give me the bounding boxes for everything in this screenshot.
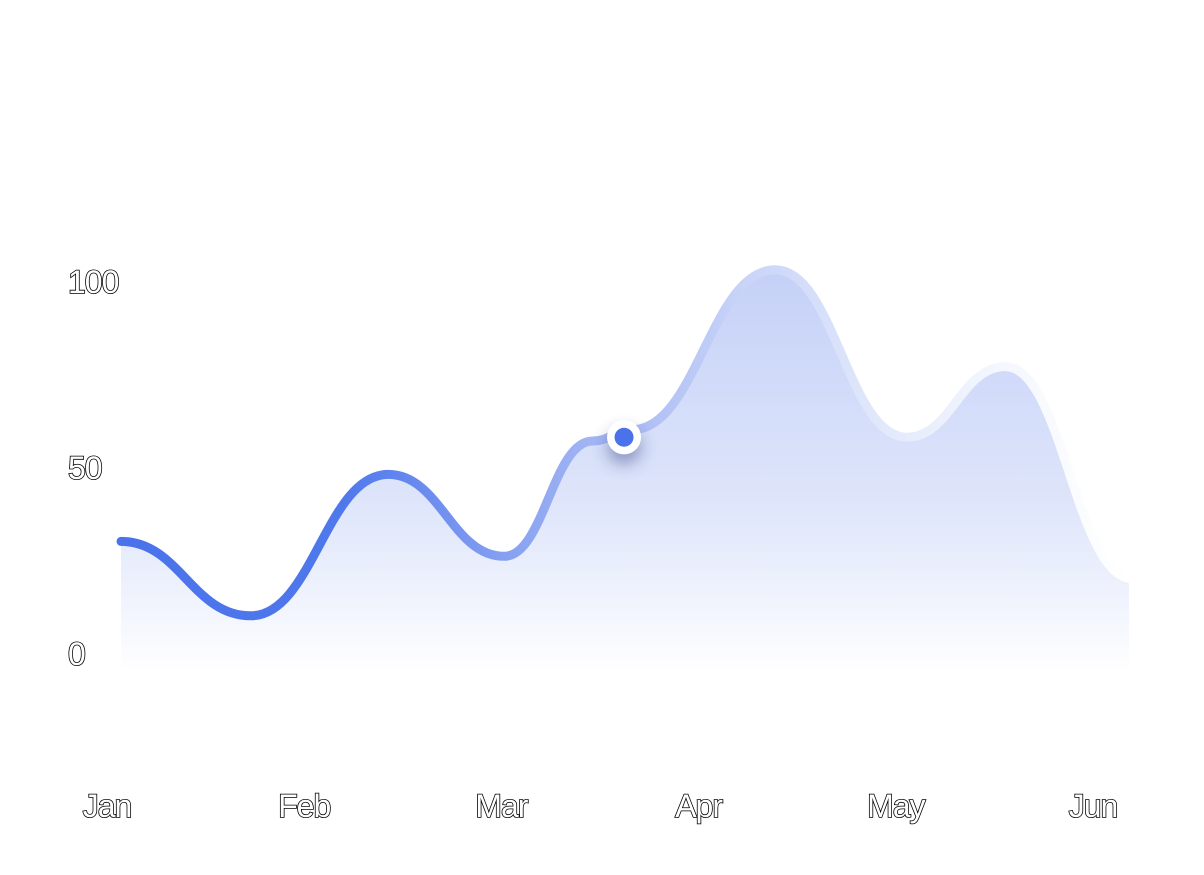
plot-area	[116, 265, 1138, 672]
x-tick-label: May	[867, 788, 925, 824]
x-tick-label: Jun	[1069, 788, 1118, 824]
x-axis: Jan Feb Mar Apr May Jun	[82, 787, 1119, 825]
y-tick-label: 100	[68, 264, 119, 300]
x-tick-label: Jan	[83, 788, 132, 824]
highlight-marker-dot	[614, 427, 634, 447]
y-tick-label: 0	[68, 636, 85, 672]
y-axis: 0 50 100	[67, 263, 120, 673]
x-tick-label: Mar	[475, 788, 528, 824]
highlight-marker[interactable]	[607, 420, 642, 455]
y-tick-label: 50	[68, 450, 102, 486]
series-area	[121, 269, 1133, 672]
x-tick-label: Feb	[278, 788, 330, 824]
x-tick-label: Apr	[675, 788, 723, 824]
